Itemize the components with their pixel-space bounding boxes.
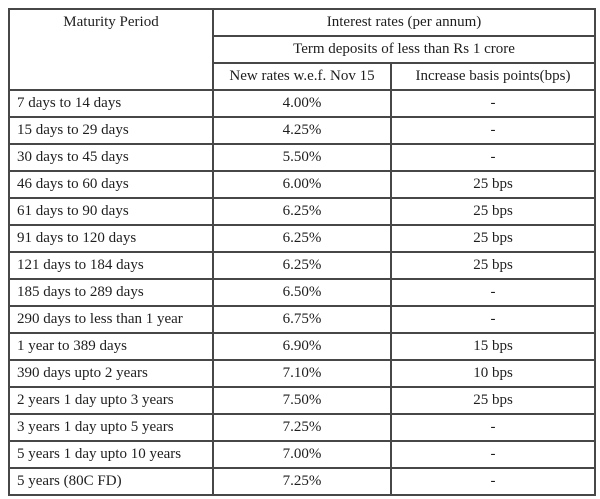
rate-cell: 7.25% — [212, 467, 392, 496]
table-row: 390 days upto 2 years 7.10% 10 bps — [8, 359, 597, 388]
increase-cell: - — [389, 116, 597, 145]
interest-rates-group-header: Interest rates (per annum) — [211, 8, 597, 37]
increase-cell: - — [389, 89, 597, 118]
rate-cell: 6.25% — [212, 251, 392, 280]
table-row: 1 year to 389 days 6.90% 15 bps — [8, 332, 597, 361]
interest-rates-table: Maturity Period Interest rates (per annu… — [8, 8, 597, 496]
maturity-period-cell: 121 days to 184 days — [8, 251, 214, 280]
maturity-period-cell: 7 days to 14 days — [8, 89, 214, 118]
rate-cell: 4.25% — [212, 116, 392, 145]
new-rates-column-header: New rates w.e.f. Nov 15 — [212, 62, 392, 91]
header-row-3: New rates w.e.f. Nov 15 Increase basis p… — [9, 62, 597, 91]
rate-cell: 6.90% — [212, 332, 392, 361]
increase-cell: 25 bps — [389, 170, 597, 199]
maturity-period-cell: 185 days to 289 days — [8, 278, 214, 307]
rate-cell: 7.10% — [212, 359, 392, 388]
rate-cell: 6.00% — [212, 170, 392, 199]
maturity-period-cell: 390 days upto 2 years — [8, 359, 214, 388]
table-row: 46 days to 60 days 6.00% 25 bps — [8, 170, 597, 199]
increase-cell: 10 bps — [389, 359, 597, 388]
maturity-period-cell: 3 years 1 day upto 5 years — [8, 413, 214, 442]
header-row-1: Maturity Period Interest rates (per annu… — [8, 8, 597, 91]
increase-cell: - — [389, 413, 597, 442]
maturity-period-header: Maturity Period — [8, 8, 214, 91]
maturity-period-cell: 61 days to 90 days — [8, 197, 214, 226]
rate-cell: 5.50% — [212, 143, 392, 172]
header-row-2: Term deposits of less than Rs 1 crore — [9, 35, 597, 64]
maturity-period-cell: 2 years 1 day upto 3 years — [8, 386, 214, 415]
maturity-period-cell: 30 days to 45 days — [8, 143, 214, 172]
table-row: 61 days to 90 days 6.25% 25 bps — [8, 197, 597, 226]
table-row: 185 days to 289 days 6.50% - — [8, 278, 597, 307]
increase-cell: 25 bps — [389, 224, 597, 253]
maturity-period-cell: 5 years (80C FD) — [8, 467, 214, 496]
rate-cell: 6.75% — [212, 305, 392, 334]
rate-cell: 6.50% — [212, 278, 392, 307]
maturity-period-cell: 5 years 1 day upto 10 years — [8, 440, 214, 469]
table-row: 7 days to 14 days 4.00% - — [8, 89, 597, 118]
increase-cell: - — [389, 143, 597, 172]
rate-cell: 7.50% — [212, 386, 392, 415]
increase-cell: 25 bps — [389, 386, 597, 415]
rate-cell: 4.00% — [212, 89, 392, 118]
increase-cell: 15 bps — [389, 332, 597, 361]
increase-cell: 25 bps — [389, 197, 597, 226]
maturity-period-cell: 91 days to 120 days — [8, 224, 214, 253]
maturity-period-cell: 46 days to 60 days — [8, 170, 214, 199]
maturity-period-cell: 290 days to less than 1 year — [8, 305, 214, 334]
table-row: 121 days to 184 days 6.25% 25 bps — [8, 251, 597, 280]
table-row: 3 years 1 day upto 5 years 7.25% - — [8, 413, 597, 442]
rate-cell: 6.25% — [212, 224, 392, 253]
term-deposits-group-header: Term deposits of less than Rs 1 crore — [211, 35, 597, 64]
maturity-period-cell: 15 days to 29 days — [8, 116, 214, 145]
increase-cell: 25 bps — [389, 251, 597, 280]
table-row: 5 years 1 day upto 10 years 7.00% - — [8, 440, 597, 469]
increase-cell: - — [389, 440, 597, 469]
rate-cell: 6.25% — [212, 197, 392, 226]
table-row: 290 days to less than 1 year 6.75% - — [8, 305, 597, 334]
table-row: 15 days to 29 days 4.25% - — [8, 116, 597, 145]
increase-cell: - — [389, 278, 597, 307]
table-row: 2 years 1 day upto 3 years 7.50% 25 bps — [8, 386, 597, 415]
maturity-period-cell: 1 year to 389 days — [8, 332, 214, 361]
table-row: 30 days to 45 days 5.50% - — [8, 143, 597, 172]
increase-cell: - — [389, 467, 597, 496]
increase-cell: - — [389, 305, 597, 334]
table-row: 5 years (80C FD) 7.25% - — [8, 467, 597, 496]
increase-bps-column-header: Increase basis points(bps) — [389, 62, 597, 91]
table-row: 91 days to 120 days 6.25% 25 bps — [8, 224, 597, 253]
rate-cell: 7.00% — [212, 440, 392, 469]
rate-cell: 7.25% — [212, 413, 392, 442]
